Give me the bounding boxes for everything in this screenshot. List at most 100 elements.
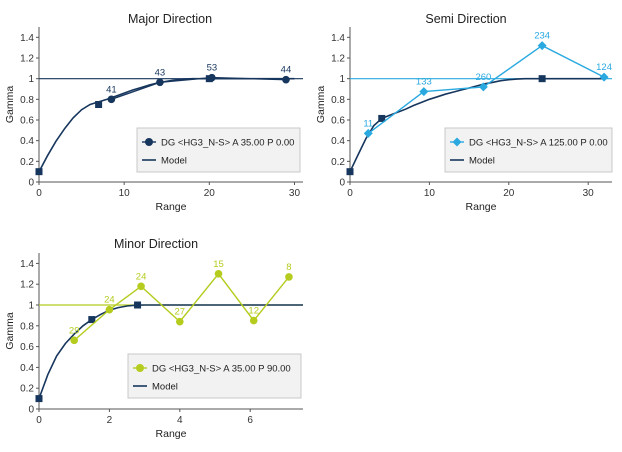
chart-title: Minor Direction (114, 237, 198, 251)
data-point (537, 41, 547, 51)
x-tick-label: 4 (177, 415, 183, 426)
y-tick-label: 0.6 (20, 116, 34, 127)
y-tick-label: 0.4 (331, 136, 345, 147)
y-axis-label: Gamma (4, 312, 16, 350)
data-point (249, 316, 258, 325)
y-axis-label: Gamma (4, 86, 16, 124)
x-tick-label: 30 (289, 188, 301, 199)
data-label: 29 (69, 325, 80, 336)
chart-title: Major Direction (128, 12, 212, 26)
x-tick-label: 20 (503, 188, 515, 199)
model-node (134, 301, 142, 309)
y-tick-label: 0.4 (20, 363, 34, 374)
x-tick-label: 0 (36, 415, 42, 426)
model-node (88, 316, 96, 324)
y-tick-label: 0.6 (331, 116, 345, 127)
x-axis-label: Range (466, 201, 497, 213)
x-tick-label: 0 (347, 188, 353, 199)
legend-label: DG <HG3_N-S> A 35.00 P 0.00 (161, 138, 294, 149)
data-label: 44 (281, 65, 292, 76)
data-point (599, 72, 609, 82)
model-node (346, 168, 354, 176)
data-label: 43 (155, 67, 166, 78)
x-axis-label: Range (156, 201, 187, 213)
x-tick-label: 0 (36, 188, 42, 199)
legend-label: Model (152, 382, 178, 393)
data-point (282, 75, 290, 84)
y-tick-label: 0 (28, 405, 34, 416)
data-point (208, 73, 216, 82)
legend-box (127, 353, 302, 399)
model-node (538, 75, 546, 83)
legend-box (136, 127, 301, 173)
data-label: 53 (207, 63, 218, 74)
data-point (176, 317, 184, 326)
data-point (478, 82, 488, 92)
x-tick-label: 30 (583, 188, 595, 199)
chart-2: Semi Direction 0 0.2 0.4 0.6 0.8 1 1.2 1.4 0 10 20 3… (315, 12, 613, 213)
y-tick-label: 1.4 (20, 33, 34, 44)
data-point (105, 305, 114, 314)
y-axis-label: Gamma (315, 86, 327, 124)
legend-box (444, 127, 613, 173)
data-label: 124 (596, 62, 612, 73)
y-tick-label: 0 (339, 178, 345, 189)
data-label: 24 (136, 271, 147, 282)
data-label: 41 (106, 84, 117, 95)
model-node (95, 101, 103, 108)
y-tick-label: 1.2 (20, 280, 34, 291)
experimental-line (111, 76, 287, 100)
data-point (70, 336, 78, 345)
legend: DG <HG3_N-S> A 35.00 P 90.00 Model (127, 353, 302, 399)
data-point (363, 128, 373, 138)
chart-title: Semi Direction (425, 12, 506, 26)
legend-label: Model (161, 156, 187, 167)
legend-swatch-marker (145, 138, 153, 146)
data-point (156, 78, 164, 87)
y-tick-label: 1 (339, 74, 345, 85)
x-tick-label: 20 (204, 188, 216, 199)
legend-label: Model (469, 156, 495, 167)
model-node (35, 395, 43, 403)
y-tick-label: 0.2 (331, 157, 345, 168)
y-tick-label: 1.4 (20, 259, 34, 270)
y-tick-label: 1.2 (20, 54, 34, 65)
y-tick-label: 1 (28, 74, 34, 85)
experimental-line (367, 44, 605, 134)
legend: DG <HG3_N-S> A 35.00 P 0.00 Model (136, 127, 301, 173)
data-point (107, 95, 116, 104)
data-label: 15 (213, 259, 224, 270)
x-tick-label: 10 (424, 188, 436, 199)
data-point (285, 273, 293, 281)
chart-1: Major Direction 0 0.2 0.4 0.6 0.8 1 1.2 1.4 0 10 20… (4, 12, 303, 213)
model-node (35, 168, 43, 176)
data-label: 133 (416, 77, 432, 88)
y-tick-label: 0.2 (20, 157, 34, 168)
x-tick-label: 2 (107, 415, 113, 426)
y-tick-label: 0.8 (20, 95, 34, 106)
model-node (378, 114, 386, 122)
y-tick-label: 0 (28, 178, 34, 189)
data-point (137, 282, 145, 291)
data-point (419, 87, 429, 97)
x-tick-label: 10 (119, 188, 131, 199)
y-tick-label: 1.2 (331, 54, 345, 65)
data-point (214, 270, 223, 278)
y-tick-label: 0.2 (20, 384, 34, 395)
legend-swatch-marker (136, 364, 144, 372)
y-tick-label: 0.8 (20, 321, 34, 332)
data-label: 11 (363, 118, 373, 129)
legend: DG <HG3_N-S> A 125.00 P 0.00 Model (444, 127, 613, 173)
data-label: 27 (175, 307, 186, 318)
data-label: 260 (475, 72, 491, 83)
y-tick-label: 0.4 (20, 136, 34, 147)
x-tick-label: 6 (247, 415, 253, 426)
y-tick-label: 1 (28, 301, 34, 312)
data-label: 8 (286, 262, 291, 273)
legend-label: DG <HG3_N-S> A 125.00 P 0.00 (469, 138, 608, 149)
y-tick-label: 1.4 (331, 33, 345, 44)
y-tick-label: 0.6 (20, 342, 34, 353)
model-curve (38, 304, 303, 399)
